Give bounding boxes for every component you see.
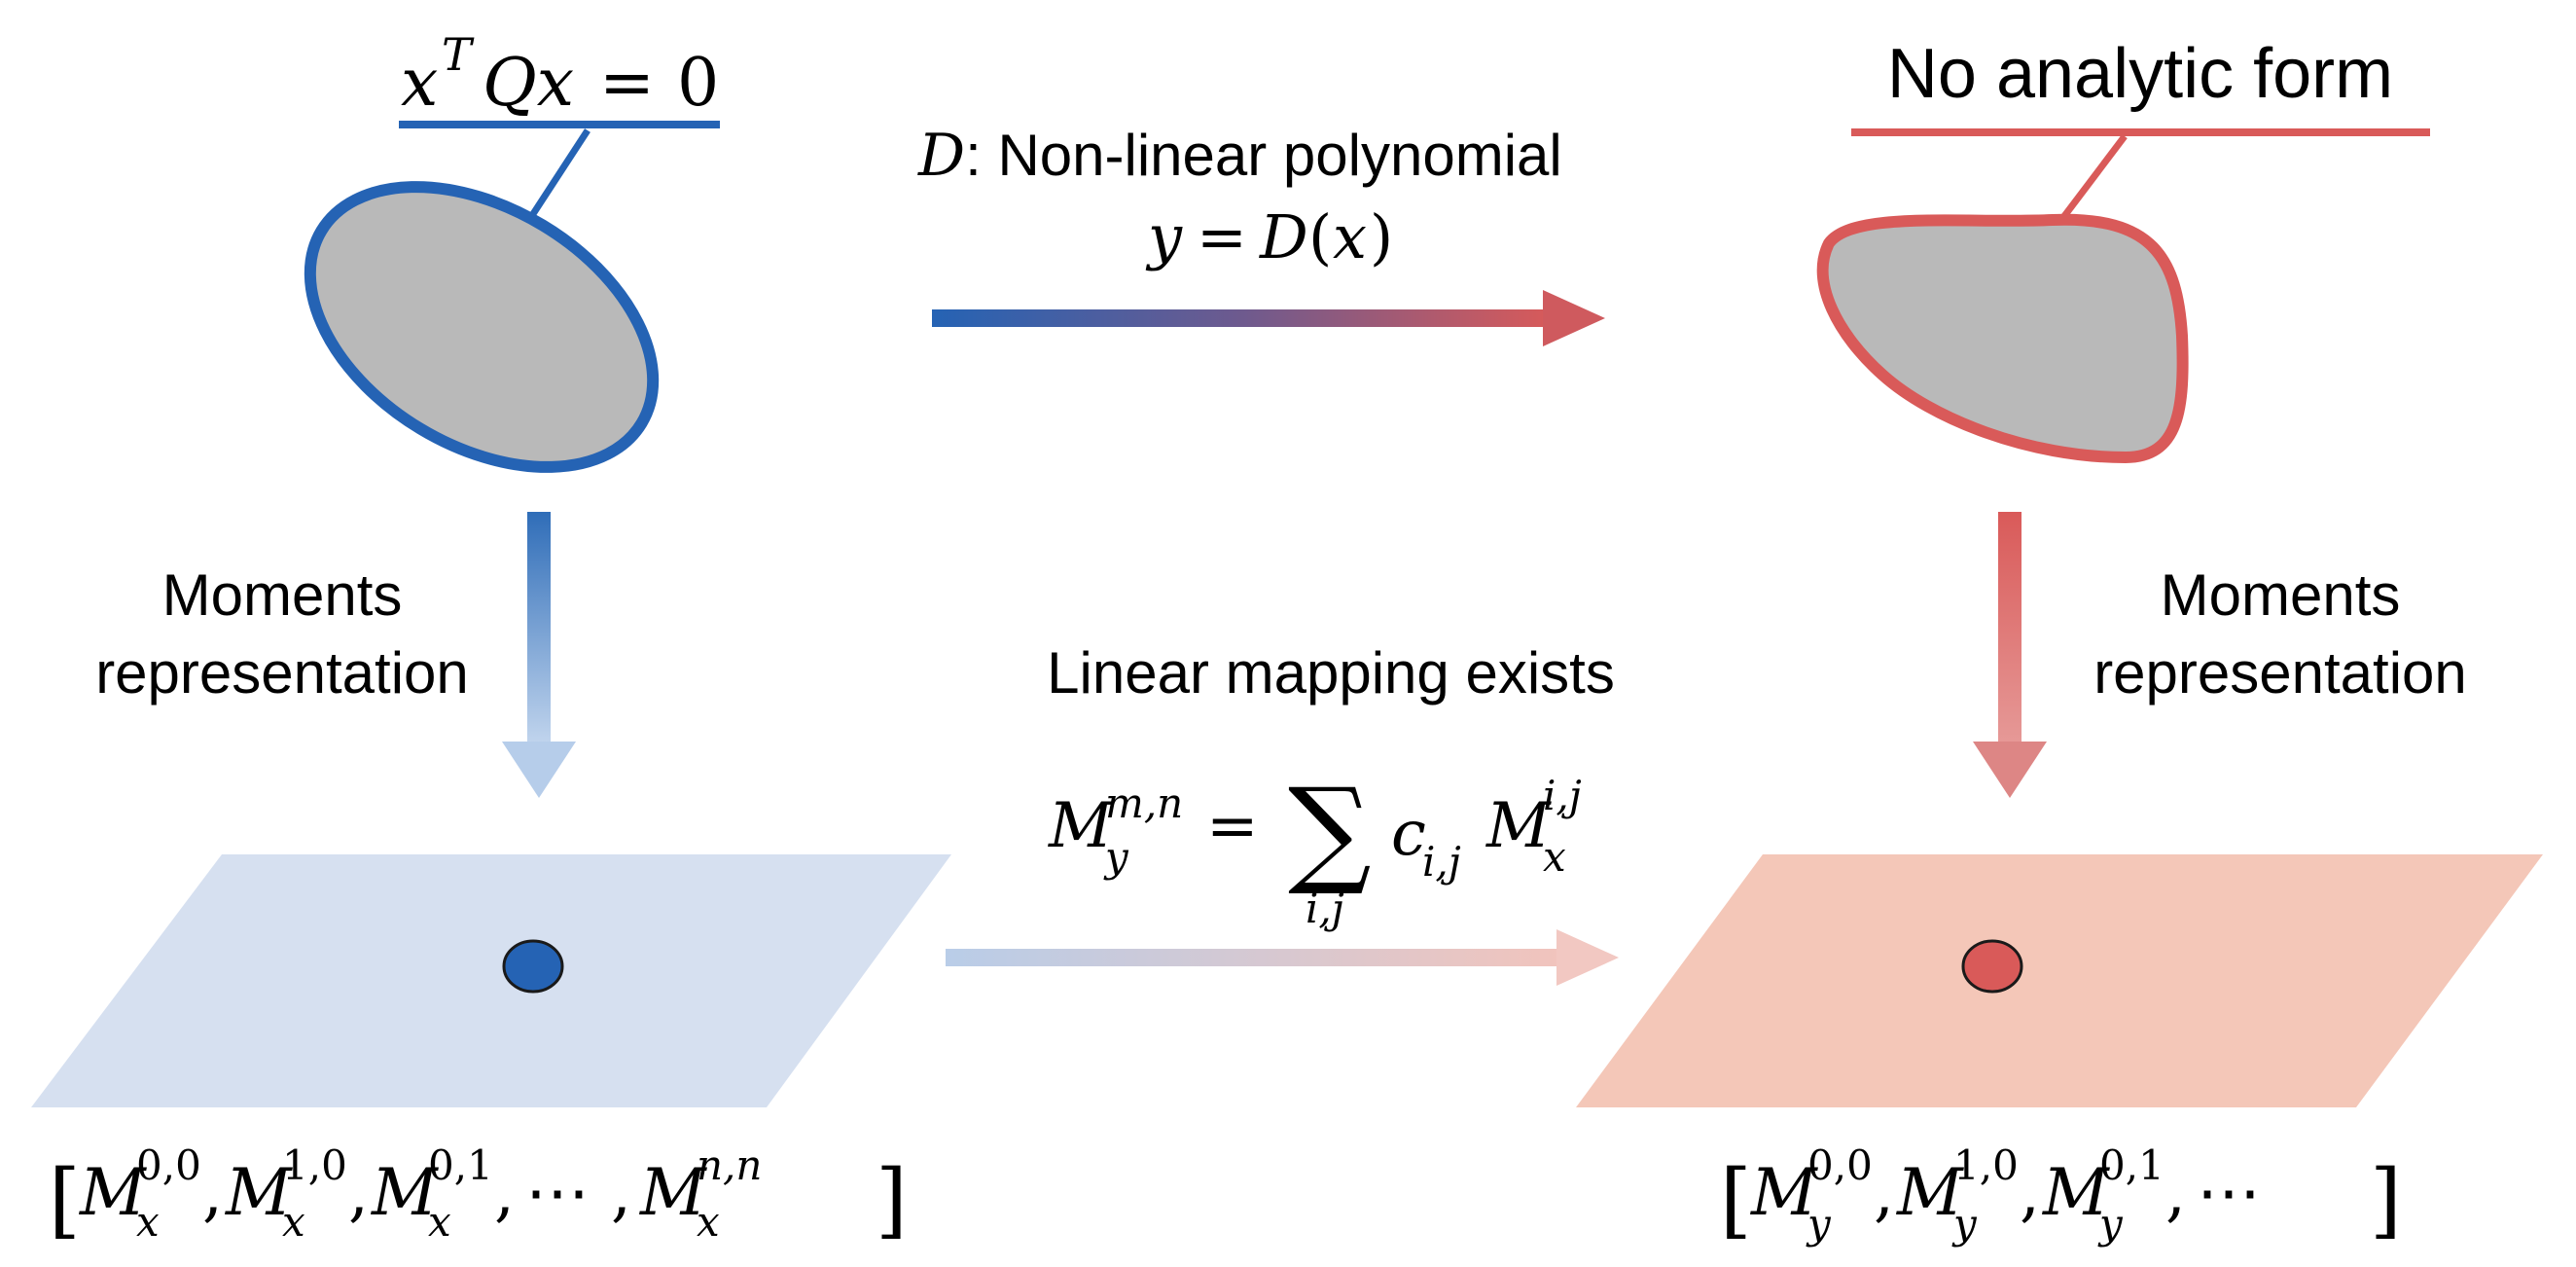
bottom-arrow-shaft bbox=[946, 949, 1568, 966]
left-vec-supn: n,n bbox=[697, 1141, 762, 1189]
left-moment-plane bbox=[31, 854, 951, 1107]
left-vec-comma1: , bbox=[202, 1155, 223, 1230]
right-moment-plane bbox=[1576, 854, 2543, 1107]
coefficient-c: c bbox=[1391, 798, 1426, 870]
eq-x: x bbox=[401, 45, 438, 122]
bottom-arrow-head bbox=[1556, 929, 1619, 986]
left-vec-m3: M bbox=[371, 1155, 439, 1230]
eq-rparen: ) bbox=[1370, 201, 1393, 272]
eq-d: D bbox=[1259, 201, 1308, 272]
left-vec-comma4: , bbox=[611, 1155, 631, 1230]
right-down-arrow-shaft bbox=[1998, 512, 2021, 747]
right-vec-open-bracket: [ bbox=[1720, 1152, 1752, 1248]
right-vec-m1: M bbox=[1750, 1155, 1818, 1230]
rhs-subscript: x bbox=[1543, 833, 1566, 881]
top-arrow-shaft bbox=[932, 309, 1555, 327]
right-vec-comma3: , bbox=[2165, 1155, 2186, 1230]
eq-zero: 0 bbox=[677, 45, 719, 122]
left-arrow-label-line2: representation bbox=[95, 640, 469, 706]
right-vec-m2: M bbox=[1896, 1155, 1964, 1230]
right-arrow-label-line1: Moments bbox=[2161, 562, 2401, 628]
right-vec-comma1: , bbox=[1874, 1155, 1894, 1230]
right-arrow-label-line2: representation bbox=[2093, 640, 2467, 706]
quadric-ellipse bbox=[304, 181, 660, 473]
top-arrow-head bbox=[1543, 290, 1605, 346]
lhs-superscript: m,n bbox=[1105, 779, 1183, 827]
rhs-m: M bbox=[1485, 790, 1552, 862]
left-equation: x T Qx = 0 bbox=[401, 28, 719, 122]
linear-mapping-equation: M m,n y = ∑ i,j c i,j M i,j x bbox=[1048, 764, 1582, 932]
left-vec-close-bracket: ] bbox=[876, 1152, 908, 1248]
no-analytic-form-label: No analytic form bbox=[1887, 35, 2393, 113]
mapping-equals: = bbox=[1206, 790, 1259, 862]
map-description: : Non-linear polynomial bbox=[965, 123, 1562, 188]
eq-transpose: T bbox=[442, 28, 475, 81]
eq-y: y bbox=[1145, 201, 1183, 272]
lhs-subscript: y bbox=[1103, 833, 1129, 881]
right-vec-sup1: 0,0 bbox=[1807, 1141, 1873, 1189]
summation-index: i,j bbox=[1306, 885, 1344, 932]
right-vec-comma2: , bbox=[2020, 1155, 2040, 1230]
right-vec-sup3: 0,1 bbox=[2099, 1141, 2165, 1189]
left-vec-ellipsis: ⋯ bbox=[525, 1155, 590, 1230]
right-label-leader bbox=[2056, 133, 2128, 227]
left-vec-sup1: 0,0 bbox=[136, 1141, 201, 1189]
left-moment-point bbox=[502, 939, 564, 994]
summation-sign: ∑ bbox=[1288, 764, 1372, 899]
left-vec-sub2: x bbox=[282, 1198, 305, 1246]
left-vec-m1: M bbox=[79, 1155, 147, 1230]
left-moment-vector: [ M 0,0 x , M 1,0 x , M 0,1 x , ⋯ , M n,… bbox=[49, 1141, 908, 1248]
left-vec-sup3: 0,1 bbox=[428, 1141, 493, 1189]
coefficient-subscript: i,j bbox=[1422, 838, 1461, 886]
linear-mapping-label: Linear mapping exists bbox=[1047, 640, 1615, 706]
top-arrow-equation: y = D ( x ) bbox=[1145, 201, 1393, 272]
eq-equals-2: = bbox=[1197, 201, 1247, 272]
right-vec-close-bracket: ] bbox=[2370, 1152, 2402, 1248]
map-symbol-d: D bbox=[917, 122, 965, 190]
right-moment-vector: [ M 0,0 y , M 1,0 y , M 0,1 y , ⋯ ] bbox=[1720, 1141, 2402, 1248]
right-down-arrow-head bbox=[1973, 742, 2047, 798]
left-vec-comma3: , bbox=[494, 1155, 515, 1230]
left-arrow-label-line1: Moments bbox=[162, 562, 403, 628]
transformed-blob bbox=[1816, 213, 2189, 464]
left-vec-m2: M bbox=[225, 1155, 293, 1230]
rhs-superscript: i,j bbox=[1543, 772, 1582, 819]
eq-equals: = bbox=[599, 45, 655, 122]
right-moment-point bbox=[1961, 939, 2023, 994]
left-down-arrow-head bbox=[502, 742, 576, 798]
eq-qx: Qx bbox=[483, 45, 574, 122]
eq-x-2: x bbox=[1333, 201, 1367, 272]
top-arrow-title: D: Non-linear polynomial bbox=[917, 122, 1562, 190]
right-vec-sub1: y bbox=[1806, 1200, 1832, 1248]
right-vec-sub2: y bbox=[1951, 1200, 1978, 1248]
left-vec-sup2: 1,0 bbox=[282, 1141, 347, 1189]
right-vec-sup2: 1,0 bbox=[1953, 1141, 2019, 1189]
left-down-arrow-shaft bbox=[527, 512, 551, 747]
left-vec-subn: x bbox=[697, 1198, 720, 1246]
left-label-leader bbox=[526, 128, 590, 222]
right-vec-ellipsis: ⋯ bbox=[2197, 1155, 2261, 1230]
eq-lparen: ( bbox=[1308, 201, 1332, 272]
right-vec-m3: M bbox=[2042, 1155, 2110, 1230]
left-vec-sub3: x bbox=[428, 1198, 451, 1246]
left-vec-open-bracket: [ bbox=[49, 1152, 81, 1248]
right-vec-sub3: y bbox=[2097, 1200, 2124, 1248]
left-vec-mn: M bbox=[639, 1155, 707, 1230]
left-vec-comma2: , bbox=[348, 1155, 369, 1230]
left-vec-sub1: x bbox=[136, 1198, 160, 1246]
lhs-m: M bbox=[1048, 790, 1114, 862]
